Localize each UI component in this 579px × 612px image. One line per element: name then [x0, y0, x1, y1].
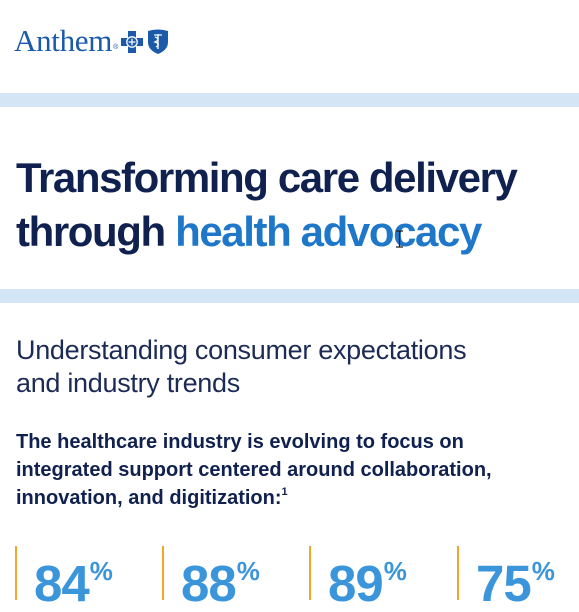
- text-cursor-icon: [396, 230, 403, 248]
- stat-value: 88%: [181, 543, 260, 612]
- stat-number: 84: [34, 555, 90, 612]
- stats-row: 84% 88% 89% 75%: [0, 540, 579, 612]
- headline-line-2-plain: through: [16, 208, 166, 255]
- intro-line-1: The healthcare industry is evolving to f…: [16, 431, 464, 453]
- intro-line-3: innovation, and digitization:: [16, 487, 282, 509]
- stat-value: 89%: [328, 543, 407, 612]
- headline-line-1: Transforming care delivery: [16, 154, 518, 201]
- stat-divider: [15, 546, 17, 600]
- stat-value: 75%: [476, 543, 555, 612]
- intro-paragraph: The healthcare industry is evolving to f…: [16, 428, 492, 512]
- blue-shield-icon: [148, 29, 169, 54]
- brand-wordmark: Anthem: [14, 23, 113, 58]
- stat-number: 89: [328, 555, 384, 612]
- subhead-line-2: and industry trends: [16, 368, 240, 398]
- bottom-divider-band: [0, 289, 579, 303]
- headline-line-2-accent: health advocacy: [175, 208, 482, 255]
- stat-divider: [457, 546, 459, 600]
- blue-cross-icon: [121, 31, 144, 53]
- stat-divider: [162, 546, 164, 600]
- intro-line-2: integrated support centered around colla…: [16, 459, 492, 481]
- page-headline: Transforming care delivery through healt…: [16, 151, 518, 259]
- stat-percent-sign: %: [383, 556, 407, 586]
- stat-number: 88: [181, 555, 237, 612]
- stat-number: 75: [476, 555, 532, 612]
- section-subheading: Understanding consumer expectations and …: [16, 334, 467, 400]
- brand-logo[interactable]: Anthem ®: [14, 23, 169, 58]
- stat-percent-sign: %: [531, 556, 555, 586]
- stat-percent-sign: %: [236, 556, 260, 586]
- trademark-symbol: ®: [113, 44, 119, 51]
- subhead-line-1: Understanding consumer expectations: [16, 335, 467, 365]
- stat-value: 84%: [34, 543, 113, 612]
- stat-percent-sign: %: [89, 556, 113, 586]
- stat-divider: [309, 546, 311, 600]
- footnote-marker: 1: [281, 486, 288, 498]
- top-divider-band: [0, 93, 579, 107]
